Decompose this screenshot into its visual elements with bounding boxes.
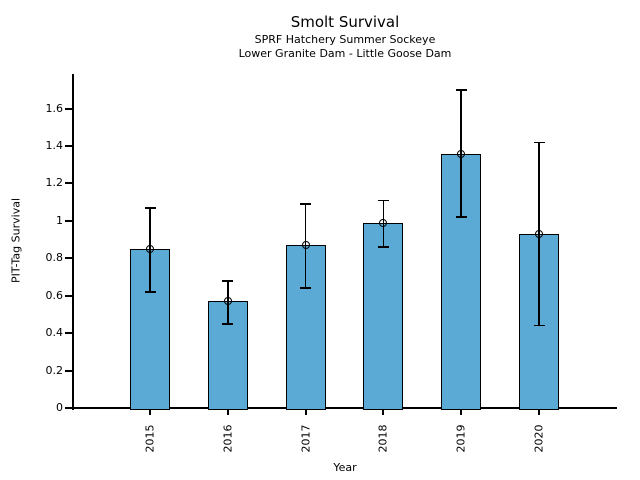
x-tick-label-2020: 2020: [532, 424, 546, 453]
y-tick: [65, 407, 72, 409]
error-cap-top-2020: [533, 141, 545, 144]
y-axis-spine: [72, 74, 74, 410]
error-cap-top-2015: [144, 207, 156, 209]
y-tick-label: 0.2: [45, 363, 64, 377]
error-cap-bottom-2017: [300, 287, 312, 289]
x-tick-label-2017: 2017: [299, 424, 313, 453]
y-tick-label: 1.4: [45, 139, 64, 153]
y-tick-label: 1: [56, 213, 63, 227]
y-tick-label: 0: [56, 401, 63, 414]
x-tick-label-2018: 2018: [376, 424, 390, 453]
x-tick: [538, 409, 540, 415]
x-axis-spine: [72, 407, 617, 409]
error-cap-top-2017: [300, 203, 312, 205]
y-tick-label: 0.4: [45, 326, 64, 340]
x-tick-label-2019: 2019: [454, 424, 468, 453]
y-tick: [65, 332, 72, 335]
point-marker-2015: [146, 244, 154, 253]
y-tick: [65, 369, 72, 372]
x-tick: [226, 409, 229, 415]
error-cap-bottom-2018: [377, 246, 389, 248]
point-marker-2018: [379, 218, 388, 227]
y-tick-label: 1.6: [45, 101, 64, 115]
error-cap-top-2016: [222, 280, 234, 282]
error-cap-bottom-2015: [144, 291, 156, 293]
error-cap-bottom-2016: [222, 323, 234, 325]
error-cap-top-2019: [455, 89, 467, 91]
y-tick: [65, 107, 72, 110]
x-tick: [149, 409, 151, 415]
point-marker-2019: [457, 149, 466, 158]
x-tick-label-2016: 2016: [221, 424, 235, 453]
x-tick: [304, 409, 307, 415]
error-cap-bottom-2020: [533, 324, 545, 327]
y-tick: [65, 182, 72, 185]
x-tick: [382, 409, 385, 415]
chart-subtitle-line2: Lower Granite Dam - Little Goose Dam: [238, 47, 452, 60]
error-cap-bottom-2019: [455, 216, 467, 218]
point-marker-2020: [535, 229, 543, 238]
y-tick-label: 0.6: [45, 288, 64, 302]
error-cap-top-2018: [377, 199, 389, 202]
y-tick-label: 0.8: [45, 251, 64, 265]
x-tick-label-2015: 2015: [143, 424, 157, 453]
chart-title: Smolt Survival: [290, 13, 400, 31]
point-marker-2016: [223, 297, 232, 306]
y-tick: [65, 219, 72, 222]
y-tick: [65, 145, 72, 148]
y-tick-label: 1.2: [45, 176, 64, 190]
y-tick: [65, 294, 72, 297]
bar-2018: [363, 222, 404, 410]
y-tick: [65, 257, 72, 260]
point-marker-2017: [301, 241, 310, 250]
chart-subtitle-line1: SPRF Hatchery Summer Sockeye: [254, 33, 436, 46]
x-axis-label: Year: [333, 461, 357, 474]
x-tick: [460, 409, 463, 415]
